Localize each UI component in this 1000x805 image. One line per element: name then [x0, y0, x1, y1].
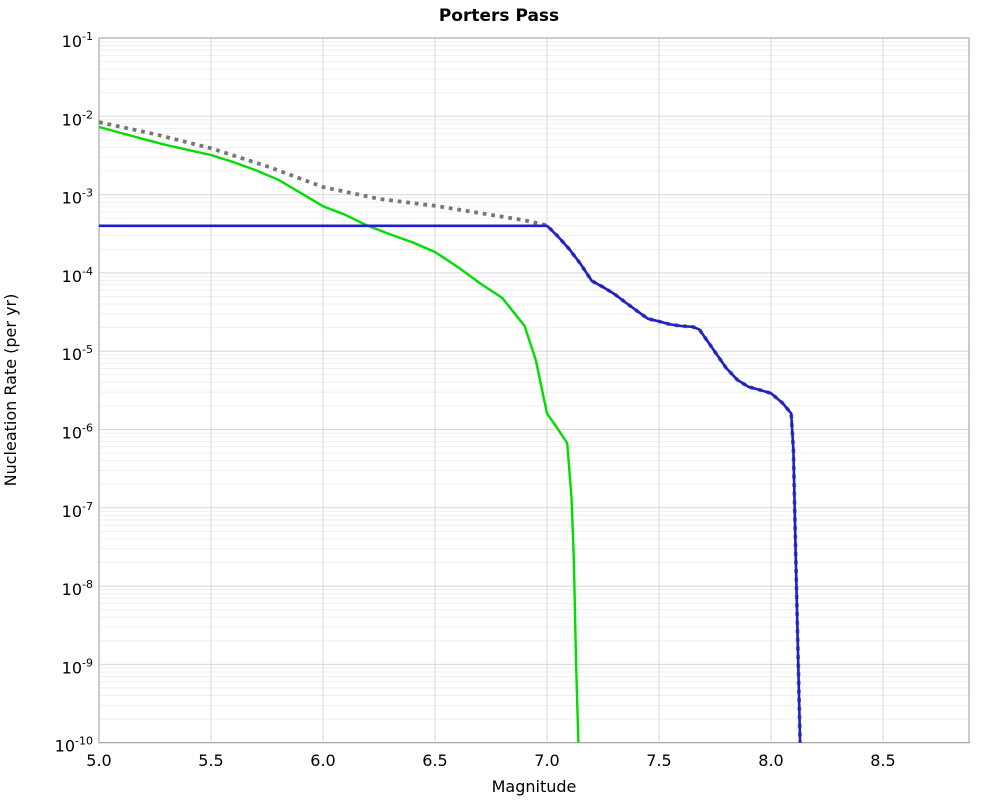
x-tick-label-6.5: 6.5: [422, 751, 447, 770]
y-tick-label-1e-8: 10-8: [62, 578, 93, 599]
x-tick-label-7.0: 7.0: [534, 751, 559, 770]
y-tick-label-1e-1: 10-1: [62, 30, 93, 51]
plot-frame: [98, 37, 970, 744]
x-tick-label-5.5: 5.5: [198, 751, 223, 770]
y-tick-label-1e-5: 10-5: [62, 343, 93, 364]
y-axis-tick-labels: 10-110-210-310-410-510-610-710-810-910-1…: [55, 30, 93, 756]
x-axis-label: Magnitude: [492, 777, 577, 796]
x-tick-label-8.5: 8.5: [870, 751, 895, 770]
y-tick-label-1e-7: 10-7: [62, 500, 93, 521]
y-tick-label-1e-2: 10-2: [62, 108, 93, 129]
data-series: [98, 120, 802, 743]
chart-title: Porters Pass: [439, 6, 559, 26]
y-axis-label: Nucleation Rate (per yr): [1, 294, 20, 487]
minor-gridlines: [99, 41, 969, 720]
y-tick-label-1e-9: 10-9: [62, 656, 93, 677]
x-tick-label-6.0: 6.0: [310, 751, 335, 770]
series-blue-solid-rate: [99, 224, 802, 743]
series-green-solid-rate: [98, 125, 580, 743]
y-tick-label-1e-3: 10-3: [62, 187, 93, 208]
y-tick-label-1e-6: 10-6: [62, 422, 93, 443]
y-tick-label-1e-4: 10-4: [62, 265, 93, 286]
x-tick-label-8.0: 8.0: [758, 751, 783, 770]
major-gridlines: [98, 37, 969, 744]
x-tick-label-5.0: 5.0: [86, 751, 111, 770]
x-tick-label-7.5: 7.5: [646, 751, 671, 770]
series-gray-dotted-total-rate: [98, 120, 802, 743]
x-axis-tick-labels: 5.0 5.5 6.0 6.5 7.0 7.5 8.0 8.5: [86, 751, 895, 770]
